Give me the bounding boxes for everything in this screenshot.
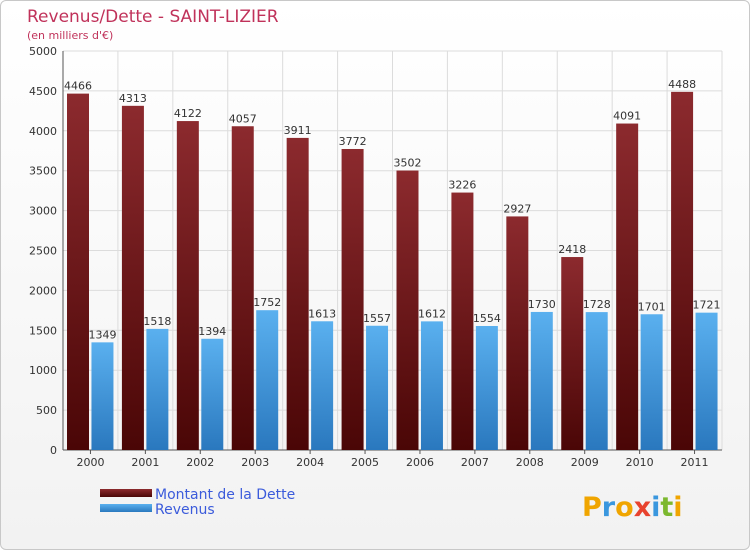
data-label-revenus: 1349 <box>88 328 116 341</box>
chart-subtitle: (en milliers d'€) <box>27 29 113 42</box>
data-label-debt: 2927 <box>503 202 531 215</box>
x-tick-label: 2001 <box>131 456 159 469</box>
data-label-debt: 4466 <box>64 80 92 93</box>
bar-revenus <box>530 311 553 450</box>
data-label-debt: 3911 <box>284 124 312 137</box>
data-label-revenus: 1721 <box>693 299 721 312</box>
legend-swatch-revenus <box>100 504 152 512</box>
bar-revenus <box>256 310 279 450</box>
data-label-revenus: 1557 <box>363 312 391 325</box>
data-label-debt: 3772 <box>339 135 367 148</box>
bar-revenus <box>201 338 224 450</box>
bar-revenus <box>585 312 608 450</box>
bar-revenus <box>640 314 663 450</box>
y-tick-label: 1000 <box>29 364 57 377</box>
data-label-revenus: 1613 <box>308 307 336 320</box>
bar-revenus <box>366 325 389 450</box>
bar-revenus <box>311 321 334 450</box>
data-label-debt: 4057 <box>229 112 257 125</box>
y-tick-label: 2500 <box>29 245 57 258</box>
bar-revenus <box>695 312 718 450</box>
legend-label-debt: Montant de la Dette <box>155 487 295 503</box>
y-tick-label: 500 <box>36 404 57 417</box>
x-tick-label: 2010 <box>626 456 654 469</box>
bar-debt <box>671 91 694 450</box>
data-label-debt: 4313 <box>119 92 147 105</box>
y-tick-label: 4000 <box>29 125 57 138</box>
data-label-revenus: 1518 <box>143 315 171 328</box>
chart-title: Revenus/Dette - SAINT-LIZIER <box>27 7 279 27</box>
data-label-debt: 3226 <box>448 179 476 192</box>
data-label-revenus: 1730 <box>528 298 556 311</box>
data-label-debt: 2418 <box>558 243 586 256</box>
bar-debt <box>506 216 529 450</box>
proxiti-logo: Proxiti <box>582 492 683 523</box>
data-label-debt: 4122 <box>174 107 202 120</box>
bar-debt <box>561 257 584 450</box>
y-tick-label: 2000 <box>29 284 57 297</box>
legend-label-revenus: Revenus <box>155 502 215 518</box>
x-tick-label: 2002 <box>186 456 214 469</box>
bar-debt <box>451 192 474 451</box>
bar-debt <box>616 123 639 450</box>
x-tick-label: 2009 <box>571 456 599 469</box>
x-tick-label: 2008 <box>516 456 544 469</box>
y-tick-label: 3500 <box>29 165 57 178</box>
legend-swatch-debt <box>100 489 152 497</box>
data-label-revenus: 1394 <box>198 325 226 338</box>
bar-debt <box>67 93 89 451</box>
bar-revenus <box>91 342 114 450</box>
x-tick-label: 2000 <box>76 456 104 469</box>
data-label-revenus: 1728 <box>583 298 611 311</box>
data-label-revenus: 1612 <box>418 307 446 320</box>
x-tick-label: 2007 <box>461 456 489 469</box>
bar-revenus <box>146 328 169 450</box>
bar-revenus <box>475 325 498 450</box>
data-label-debt: 3502 <box>394 157 422 170</box>
data-label-revenus: 1752 <box>253 296 281 309</box>
y-tick-label: 0 <box>50 444 57 457</box>
x-tick-label: 2005 <box>351 456 379 469</box>
x-tick-label: 2003 <box>241 456 269 469</box>
bar-debt <box>286 137 309 450</box>
y-tick-label: 3000 <box>29 205 57 218</box>
bar-debt <box>396 170 419 450</box>
x-tick-label: 2004 <box>296 456 324 469</box>
bar-revenus <box>420 321 443 450</box>
data-label-revenus: 1554 <box>473 312 501 325</box>
x-tick-label: 2006 <box>406 456 434 469</box>
x-tick-label: 2011 <box>681 456 709 469</box>
bar-debt <box>341 148 364 451</box>
y-tick-label: 1500 <box>29 324 57 337</box>
y-tick-label: 5000 <box>29 45 57 58</box>
legend: Montant de la Dette Revenus <box>100 487 295 518</box>
bar-debt <box>176 121 199 451</box>
bar-debt <box>231 126 254 450</box>
bar-debt <box>121 105 144 450</box>
data-label-revenus: 1701 <box>638 300 666 313</box>
y-tick-label: 4500 <box>29 85 57 98</box>
data-label-debt: 4091 <box>613 110 641 123</box>
data-label-debt: 4488 <box>668 78 696 91</box>
